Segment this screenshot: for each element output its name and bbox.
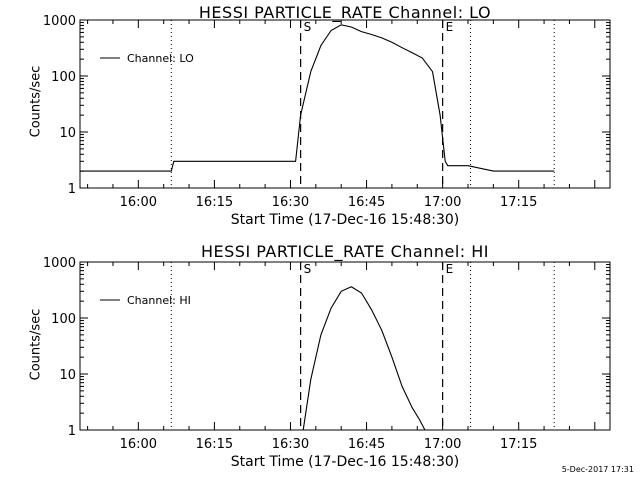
bottom-chart-title: HESSI PARTICLE_RATE Channel: HI (200, 242, 490, 261)
bottom-plot-frame (79, 261, 611, 431)
top-chart-xlabel: Start Time (17-Dec-16 15:48:30) (230, 212, 460, 228)
bottom-marker-e-label: E (446, 262, 454, 276)
top-marker-e-label: E (446, 20, 454, 34)
top-plot-frame (79, 19, 611, 189)
bottom-xtick-label: 16:00 (120, 437, 157, 452)
bottom-series-line (302, 286, 426, 431)
bottom-ytick-label: 1000 (43, 256, 76, 271)
top-xtick-label: 16:15 (196, 195, 233, 210)
bottom-ytick-label: 10 (59, 368, 76, 383)
top-legend-label: Channel: LO (127, 52, 194, 65)
bottom-xtick-label: 16:15 (196, 437, 233, 452)
top-ytick-label: 10 (59, 126, 76, 141)
top-ytick-label: 100 (51, 70, 76, 85)
bottom-ytick-label: 100 (51, 312, 76, 327)
top-ytick-label: 1000 (43, 14, 76, 29)
footer-timestamp: 5-Dec-2017 17:31 (561, 465, 634, 474)
top-chart-title: HESSI PARTICLE_RATE Channel: LO (198, 3, 492, 22)
top-xtick-label: 16:45 (348, 195, 385, 210)
bottom-xtick-label: 17:00 (424, 437, 461, 452)
top-xtick-label: 16:00 (120, 195, 157, 210)
bottom-chart-xlabel: Start Time (17-Dec-16 15:48:30) (230, 454, 460, 470)
bottom-marker-s-label: S (304, 262, 312, 276)
bottom-legend-label: Channel: HI (127, 294, 191, 307)
bottom-xtick-label: 16:30 (272, 437, 309, 452)
top-xtick-label: 17:00 (424, 195, 461, 210)
top-marker-s-label: S (304, 20, 312, 34)
top-xtick-label: 17:15 (500, 195, 537, 210)
top-xtick-label: 16:30 (272, 195, 309, 210)
bottom-xtick-label: 17:15 (500, 437, 537, 452)
bottom-xtick-label: 16:45 (348, 437, 385, 452)
top-ytick-label: 1 (68, 182, 76, 197)
top-series-line (80, 24, 555, 172)
bottom-ytick-label: 1 (68, 424, 76, 439)
